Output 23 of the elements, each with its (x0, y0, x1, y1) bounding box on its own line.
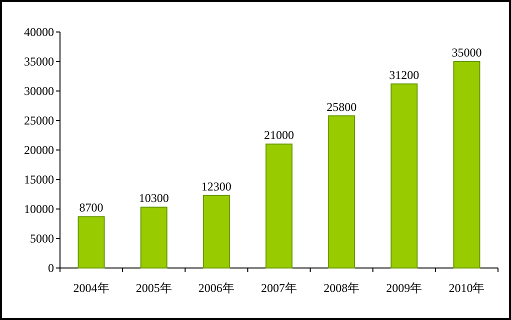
ytick: 25000 (24, 114, 54, 128)
ytick: 40000 (24, 25, 54, 39)
xtick: 2007年 (261, 281, 297, 295)
ytick: 0 (48, 261, 54, 275)
xtick: 2008年 (324, 281, 360, 295)
xtick: 2005年 (136, 281, 172, 295)
ytick: 30000 (24, 84, 54, 98)
xtick: 2006年 (198, 281, 234, 295)
data-label: 12300 (201, 179, 232, 194)
ytick: 20000 (24, 143, 54, 157)
data-label: 10300 (138, 191, 169, 206)
data-label: 25800 (326, 100, 357, 114)
data-label: 21000 (264, 128, 294, 142)
xtick: 2009年 (386, 281, 422, 295)
data-label: 35000 (452, 46, 482, 60)
ytick: 15000 (24, 172, 54, 186)
ytick: 5000 (30, 232, 54, 246)
xtick: 2004年 (73, 281, 110, 295)
ytick: 35000 (24, 54, 54, 68)
xtick: 2010年 (448, 281, 485, 295)
data-label: 8700 (79, 200, 104, 215)
ytick: 10000 (24, 202, 54, 216)
data-label: 31200 (389, 68, 420, 82)
